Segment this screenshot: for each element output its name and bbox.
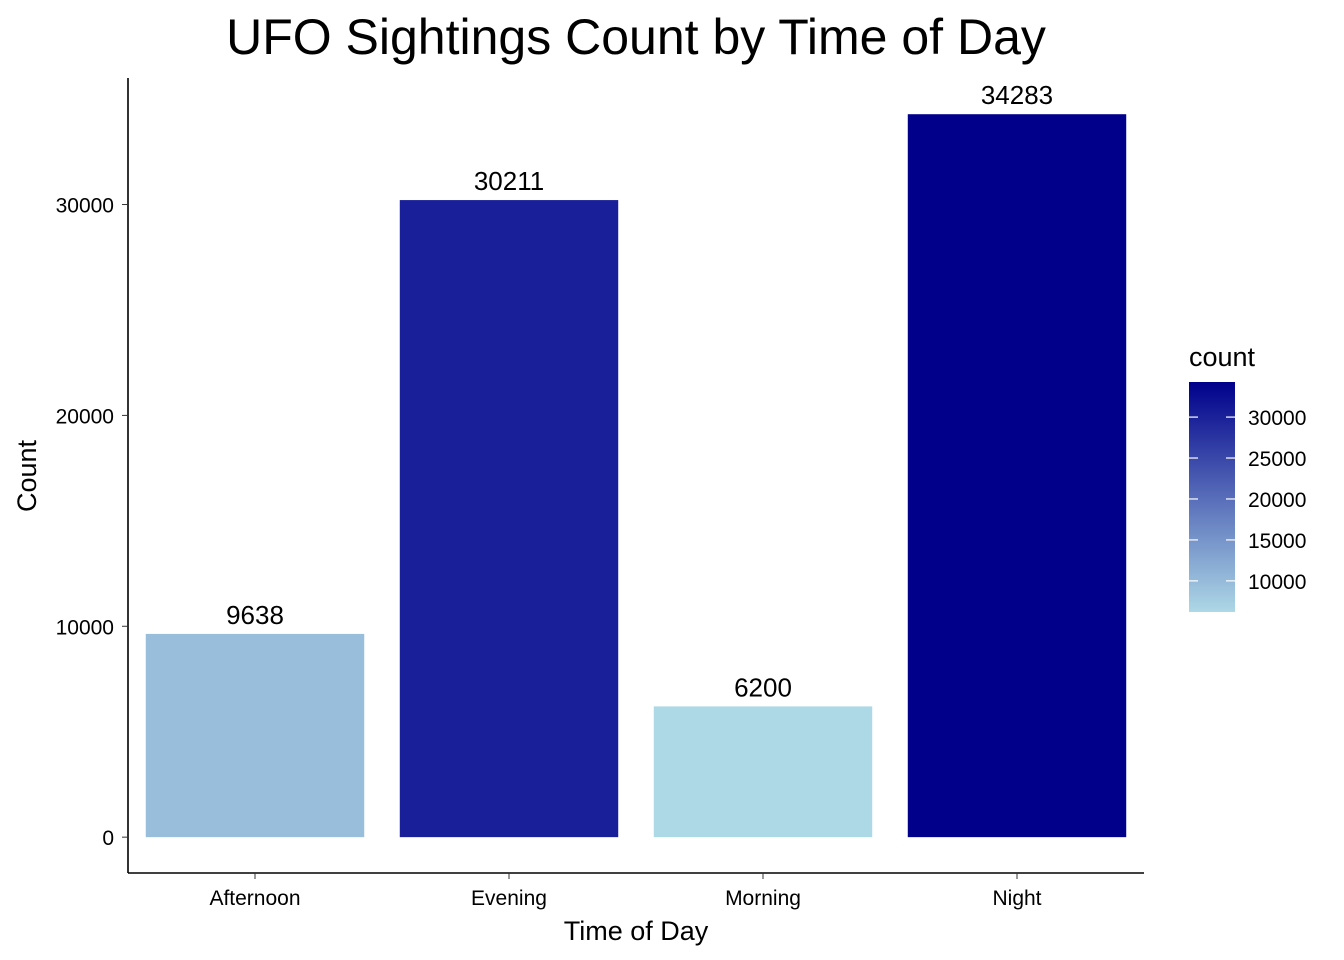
legend-tick-label: 20000 [1248, 489, 1306, 512]
chart-title: UFO Sightings Count by Time of Day [226, 9, 1046, 65]
x-axis-title: Time of Day [564, 916, 709, 946]
bar-night [907, 114, 1127, 838]
legend-tick-label: 10000 [1248, 571, 1306, 594]
data-label-morning: 6200 [734, 672, 792, 702]
y-axis-title: Count [12, 439, 42, 512]
data-labels-group: 9638 30211 6200 34283 [226, 80, 1053, 702]
bar-evening [399, 200, 619, 838]
x-tick-label-night: Night [992, 887, 1041, 910]
x-ticks-group: Afternoon Evening Morning Night [209, 873, 1042, 910]
x-tick-label-afternoon: Afternoon [209, 887, 300, 910]
x-tick-label-evening: Evening [471, 887, 547, 910]
x-tick-label-morning: Morning [725, 887, 801, 910]
legend-tick-label: 25000 [1248, 448, 1306, 471]
y-tick-label: 10000 [56, 616, 114, 639]
y-tick-label: 20000 [56, 405, 114, 428]
data-label-night: 34283 [981, 80, 1053, 110]
bar-afternoon [145, 633, 365, 838]
y-ticks-group: 0 10000 20000 30000 [56, 195, 128, 850]
legend-tick-label: 30000 [1248, 407, 1306, 430]
y-tick-label: 30000 [56, 195, 114, 218]
bar-morning [653, 706, 873, 838]
legend-tick-label: 15000 [1248, 530, 1306, 553]
legend-colorbar [1189, 382, 1235, 612]
legend-ticks-group: 10000 15000 20000 25000 30000 [1189, 407, 1306, 594]
data-label-evening: 30211 [474, 166, 544, 196]
legend-title: count [1189, 342, 1256, 372]
bars-group [145, 114, 1127, 838]
legend: count 10000 15000 20000 25000 30000 [1189, 342, 1306, 612]
y-tick-label: 0 [102, 827, 114, 850]
data-label-afternoon: 9638 [226, 600, 284, 630]
